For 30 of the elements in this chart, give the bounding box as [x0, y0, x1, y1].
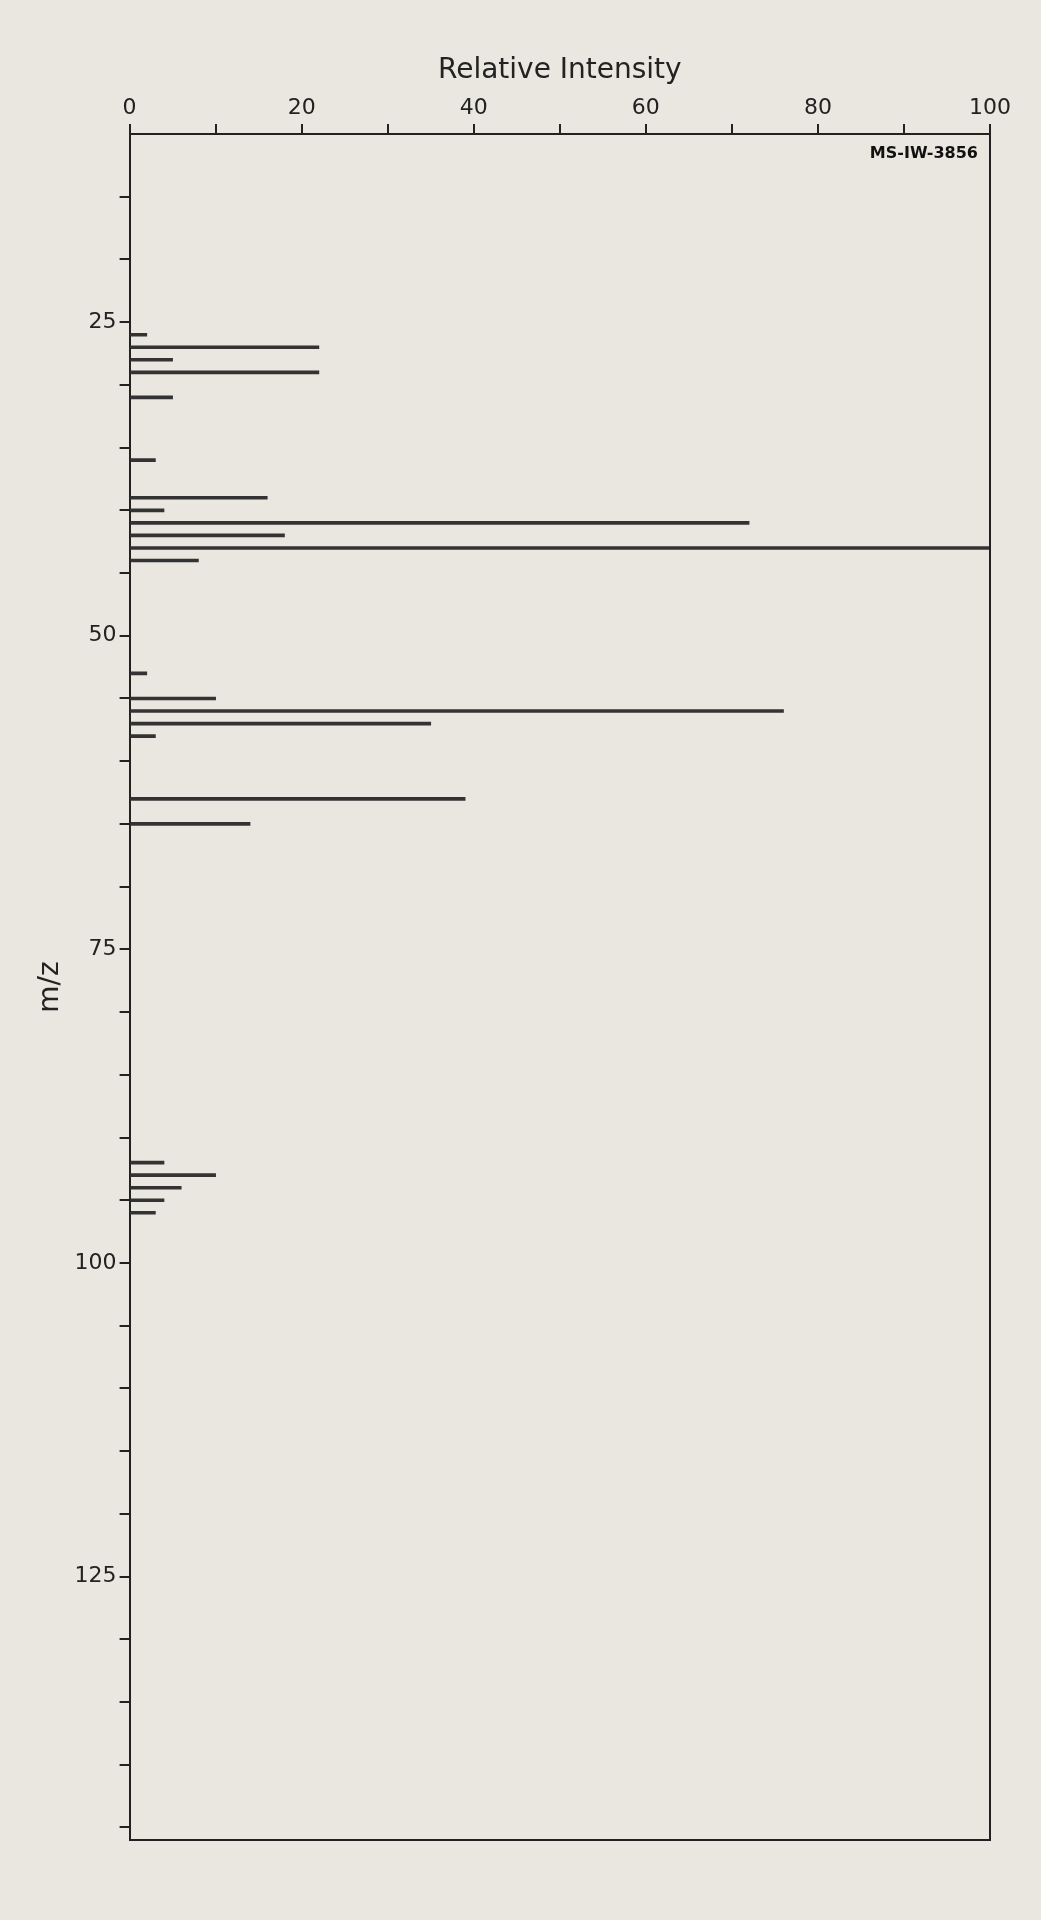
x-tick-label: 40 — [459, 93, 488, 119]
bar — [130, 1173, 216, 1177]
bar — [130, 709, 784, 713]
bar — [130, 1210, 156, 1215]
bar — [130, 332, 148, 337]
bar — [130, 546, 990, 550]
bar — [130, 797, 466, 801]
x-tick-label: 20 — [287, 93, 316, 119]
bar — [130, 822, 251, 826]
bar — [130, 1198, 165, 1203]
x-tick-label: 80 — [803, 93, 832, 119]
y-tick-label: 125 — [74, 1562, 117, 1588]
bar — [130, 521, 750, 525]
x-tick-label: 100 — [969, 93, 1011, 119]
y-axis-title: m/z — [32, 961, 66, 1013]
bar — [130, 508, 165, 513]
x-tick-label: 0 — [122, 93, 137, 119]
bar — [130, 458, 156, 462]
y-tick-label: 50 — [88, 621, 117, 647]
x-tick-label: 60 — [631, 93, 660, 119]
bar — [130, 495, 268, 500]
bar — [130, 734, 156, 738]
bar — [130, 345, 320, 350]
bar — [130, 357, 173, 362]
y-tick-label: 100 — [74, 1248, 117, 1274]
y-tick-label: 75 — [88, 935, 117, 961]
annotation: MS-IW-3856 — [869, 143, 978, 163]
x-axis-title: Relative Intensity — [437, 52, 682, 86]
bar — [130, 1185, 182, 1190]
y-tick-label: 25 — [88, 307, 117, 333]
